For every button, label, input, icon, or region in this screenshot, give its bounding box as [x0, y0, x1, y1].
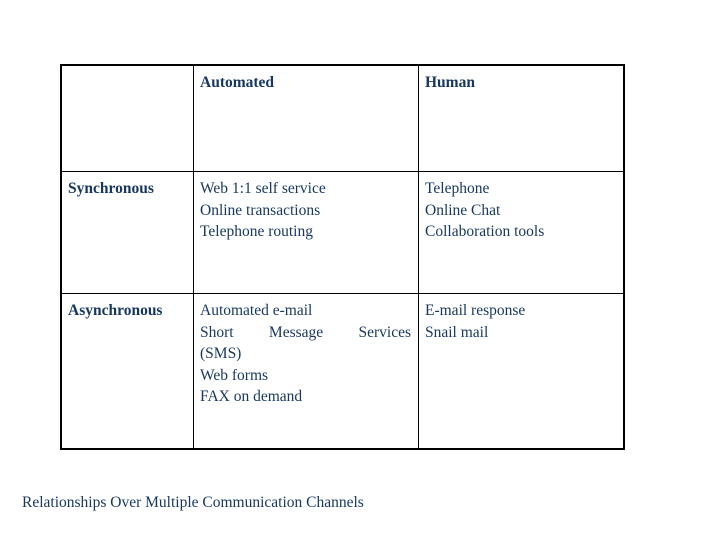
cell-asynchronous-human: E-mail response Snail mail	[419, 294, 623, 448]
cell-line: Short Message Services	[200, 323, 411, 341]
row-header-synchronous: Synchronous	[62, 172, 194, 294]
cell-line: (SMS)	[200, 345, 242, 362]
row-header-asynchronous: Asynchronous	[62, 294, 194, 448]
cell-line: Web forms	[200, 366, 269, 384]
col-header-automated: Automated	[194, 66, 419, 172]
communication-channels-table: Automated Human Synchronous Web 1:1 self…	[60, 64, 625, 450]
cell-asynchronous-automated: Automated e-mail Short Message Services …	[194, 294, 419, 448]
cell-line: Snail mail	[425, 323, 489, 341]
corner-empty-cell	[62, 66, 194, 172]
row-header-synchronous-label: Synchronous	[68, 180, 154, 197]
cell-line: Web 1:1 self service	[200, 180, 326, 197]
col-header-human-label: Human	[425, 74, 475, 91]
cell-line: Online transactions	[200, 201, 321, 219]
cell-synchronous-automated: Web 1:1 self service Online transactions…	[194, 172, 419, 294]
cell-line: Telephone routing	[200, 223, 313, 240]
col-header-automated-label: Automated	[200, 74, 275, 91]
col-header-human: Human	[419, 66, 623, 172]
row-header-asynchronous-label: Asynchronous	[68, 302, 163, 319]
cell-line: FAX on demand	[200, 388, 303, 405]
cell-line: Collaboration tools	[425, 223, 545, 240]
slide-caption: Relationships Over Multiple Communicatio…	[22, 494, 364, 511]
cell-line: Automated e-mail	[200, 302, 313, 319]
cell-line: E-mail response	[425, 302, 526, 319]
cell-line: Online Chat	[425, 201, 501, 219]
cell-synchronous-human: Telephone Online Chat Collaboration tool…	[419, 172, 623, 294]
cell-line: Telephone	[425, 180, 490, 197]
